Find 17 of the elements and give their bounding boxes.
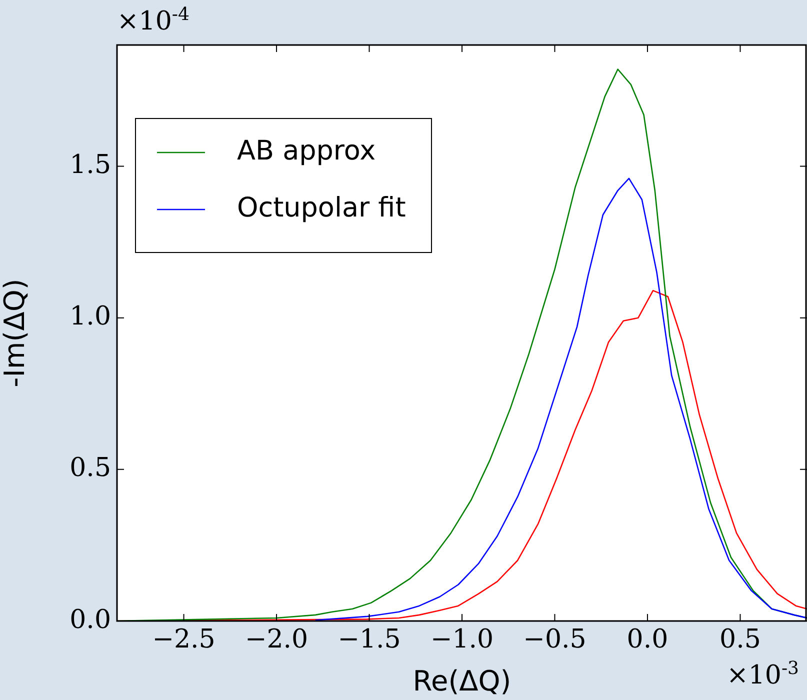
text: ×10$^{-3}$: [726, 658, 799, 691]
x-tick-label: −1.5: [338, 624, 401, 654]
legend-label: AB approx: [237, 136, 376, 167]
x-tick-label: 0.5: [720, 624, 761, 654]
x-tick-label: −0.5: [523, 624, 586, 654]
x-tick-label: 0.0: [626, 624, 668, 654]
y-tick-label: 1.0: [70, 302, 111, 332]
x-axis-title: Re(ΔQ): [412, 664, 512, 698]
legend-label: Octupolar fit: [237, 192, 406, 224]
x-tick-label: −2.0: [244, 624, 308, 654]
y-tick-label: 1.5: [70, 150, 111, 180]
x-tick-label: −2.5: [152, 624, 216, 654]
y-axis-title: -Im(ΔQ): [0, 278, 32, 388]
x-tick-label: −1.0: [430, 624, 494, 654]
y-tick-label: 0.5: [70, 453, 111, 484]
y-tick-label: 0.0: [70, 604, 111, 635]
text: ×10$^{-4}$: [117, 4, 190, 37]
